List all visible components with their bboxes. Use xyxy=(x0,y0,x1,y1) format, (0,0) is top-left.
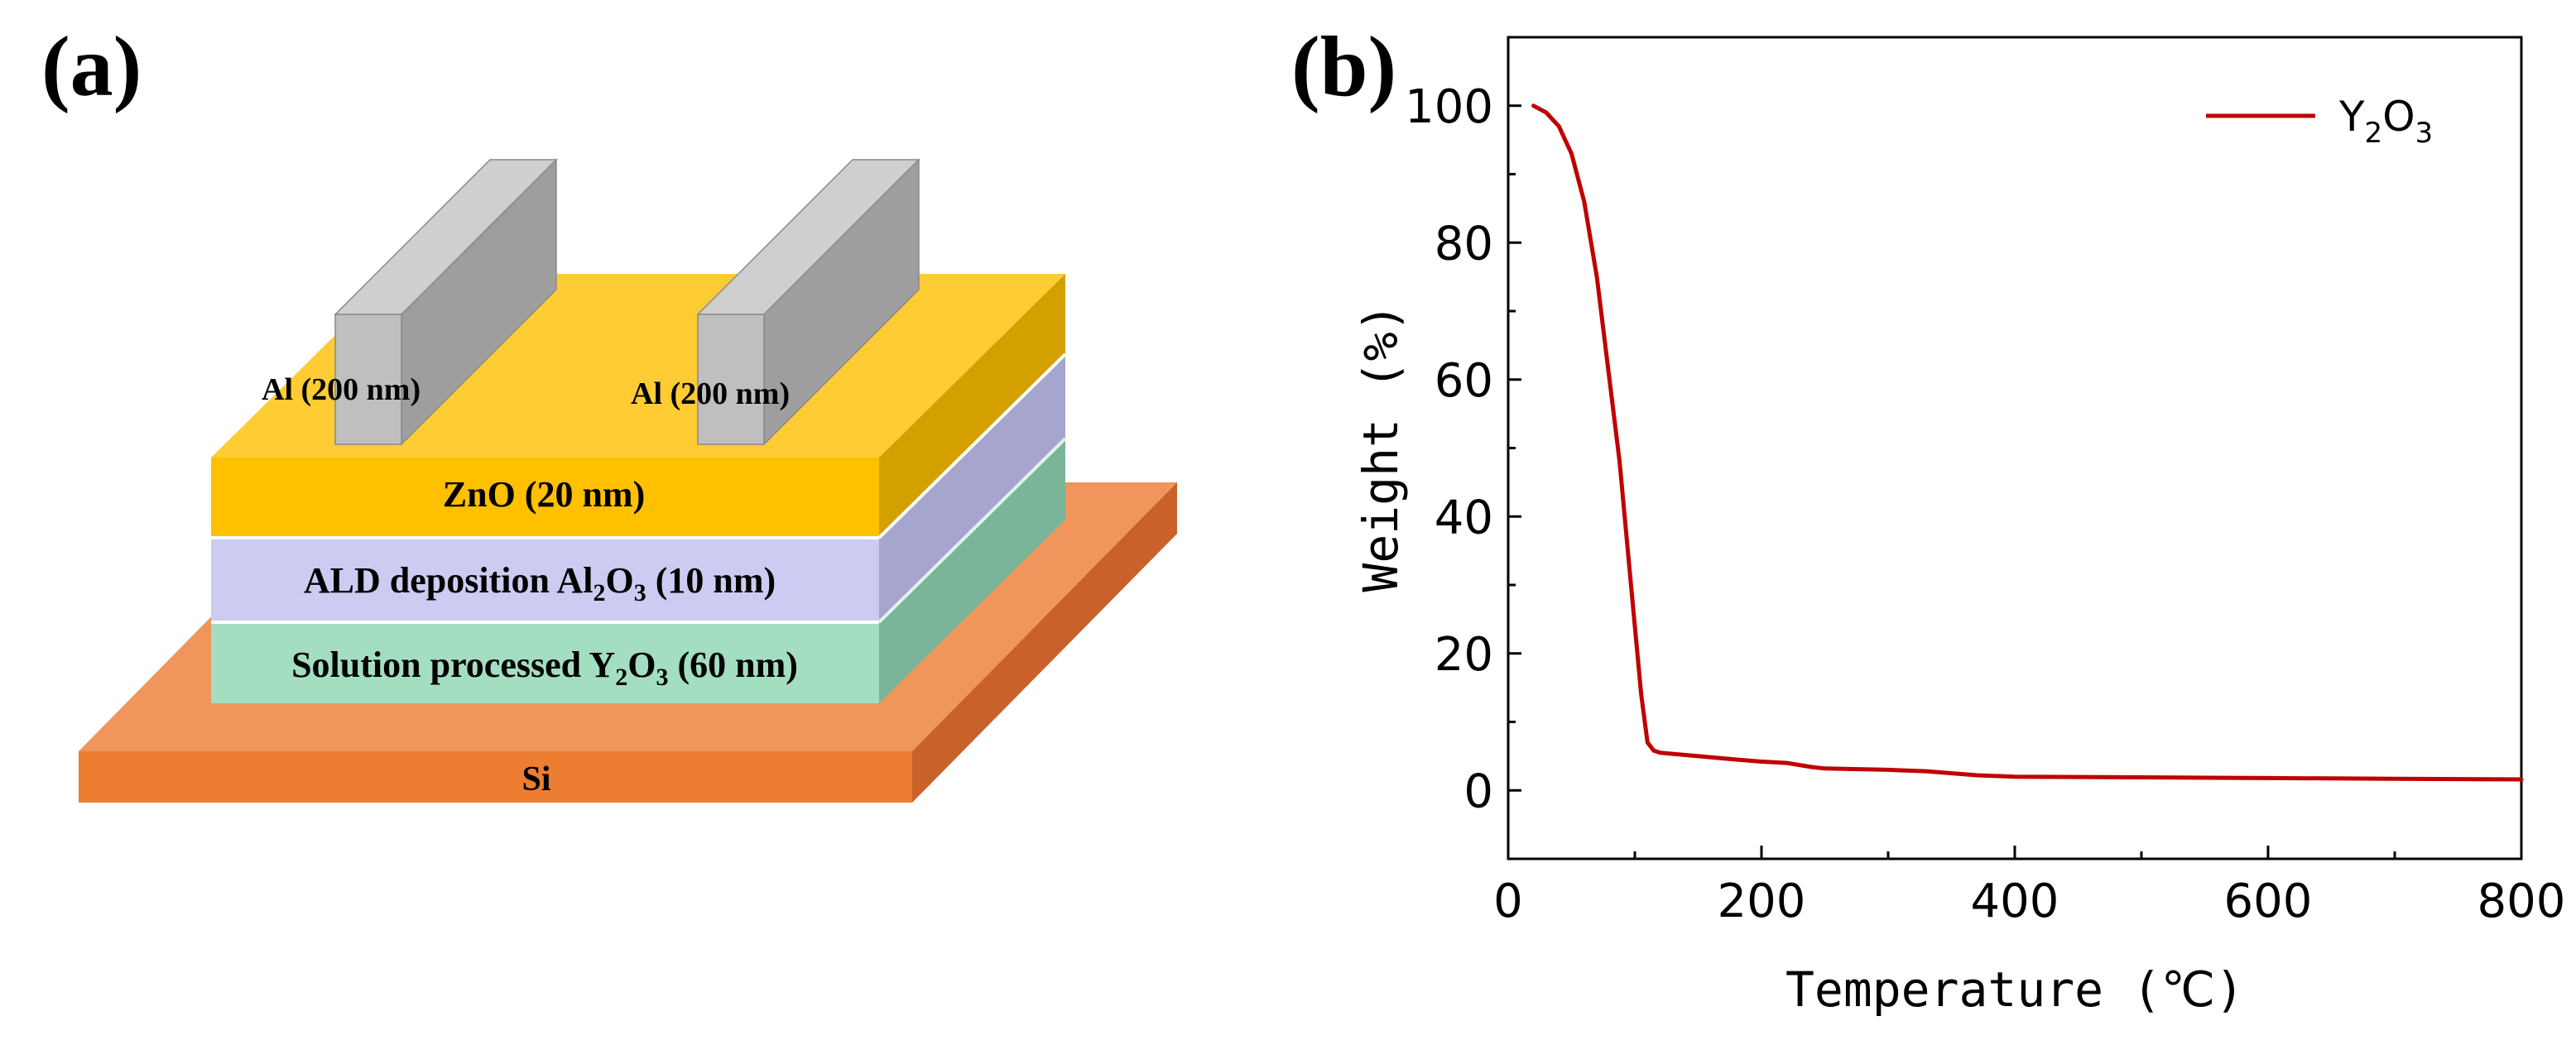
y-axis-label: Weight (%) xyxy=(1353,303,1409,592)
legend: Y2O3 xyxy=(2206,93,2433,150)
si-side-face xyxy=(912,482,1177,803)
y-tick-label: 80 xyxy=(1435,217,1493,271)
zno-side-face xyxy=(879,274,1065,538)
al-left-label: Al (200 nm) xyxy=(262,372,421,407)
x-tick-label: 800 xyxy=(2477,875,2566,928)
x-axis-label: Temperature (℃) xyxy=(1785,961,2244,1018)
al2o3-y2o3-side-divider xyxy=(877,437,1067,624)
y2o3-front-face xyxy=(211,622,879,703)
x-axis-tick-labels: 0 200 400 600 800 xyxy=(1493,875,2565,928)
y-tick-label: 100 xyxy=(1405,80,1493,134)
y-axis-ticks xyxy=(1508,36,1521,860)
al2o3-side-face xyxy=(879,354,1065,622)
si-label: Si xyxy=(521,760,550,798)
al-right-front-face xyxy=(697,314,765,445)
al-right-label: Al (200 nm) xyxy=(631,376,790,411)
y-tick-label: 40 xyxy=(1435,491,1493,544)
zno-al2o3-side-divider xyxy=(877,352,1067,539)
panel-b: (b) 0 20 40 60 80 100 0 200 400 600 800 Weight (%… xyxy=(1291,19,2565,1018)
y-axis-tick-labels: 0 20 40 60 80 100 xyxy=(1405,80,1493,819)
y2o3-layer: Solution processed Y2O3 (60 nm) xyxy=(211,439,1065,703)
x-tick-label: 0 xyxy=(1493,875,1523,928)
y-tick-label: 60 xyxy=(1435,354,1493,408)
al-electrode-left xyxy=(334,158,558,446)
al2o3-front-face xyxy=(211,538,879,622)
panel-a-label: (a) xyxy=(41,19,142,114)
al2o3-layer: ALD deposition Al2O3 (10 nm) xyxy=(211,354,1067,624)
si-front-face xyxy=(79,751,912,803)
y-tick-label: 0 xyxy=(1463,765,1493,818)
zno-label: ZnO (20 nm) xyxy=(443,474,645,515)
panel-b-label: (b) xyxy=(1291,19,1396,114)
x-tick-label: 600 xyxy=(2224,875,2313,928)
panel-a: (a) Si Solution processed Y2O3 (60 nm) A… xyxy=(41,19,1177,803)
al-electrode-right xyxy=(696,158,920,446)
al-left-front-face xyxy=(334,314,402,445)
y-tick-label: 20 xyxy=(1435,628,1493,682)
al2o3-label: ALD deposition Al2O3 (10 nm) xyxy=(304,560,776,606)
x-axis-ticks xyxy=(1507,846,2523,859)
series-line-y2o3 xyxy=(1531,103,2524,782)
x-tick-label: 200 xyxy=(1718,875,1806,928)
plot-frame xyxy=(1507,36,2523,860)
y2o3-side-face xyxy=(879,439,1065,703)
x-tick-label: 400 xyxy=(1971,875,2059,928)
zno-front-face xyxy=(211,458,879,538)
y2o3-label: Solution processed Y2O3 (60 nm) xyxy=(291,645,798,691)
legend-label-y2o3: Y2O3 xyxy=(2338,93,2433,150)
